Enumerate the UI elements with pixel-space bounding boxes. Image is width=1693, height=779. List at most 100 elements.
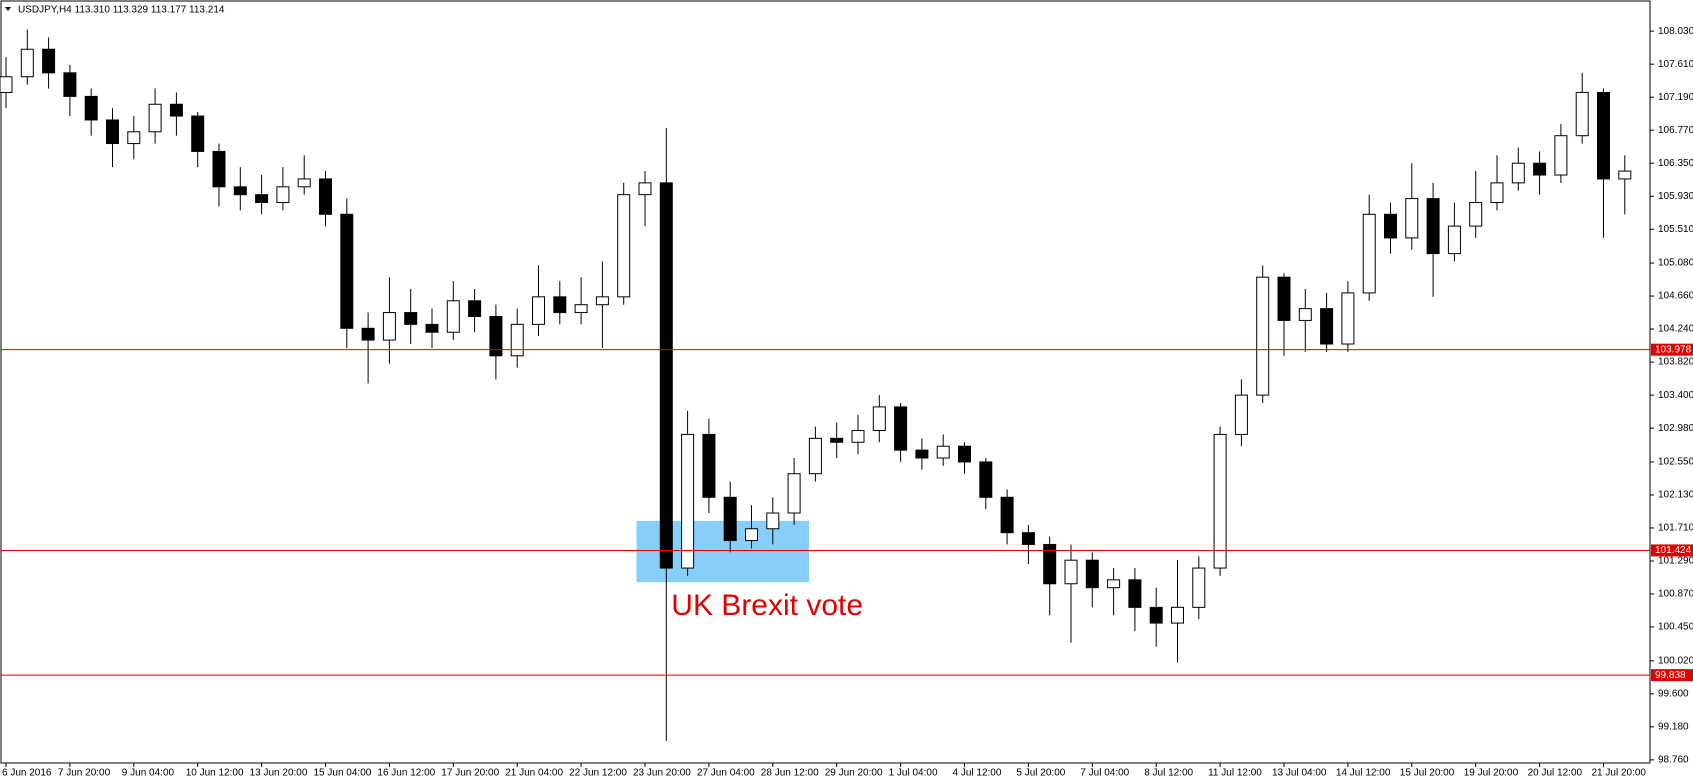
y-tick-label: 99.600: [1658, 688, 1689, 699]
y-tick-label: 102.130: [1658, 490, 1693, 501]
candle: [1384, 202, 1397, 254]
candle-body: [936, 445, 950, 459]
x-tick-label: 7 Jul 04:00: [1080, 768, 1129, 779]
candle-body: [233, 186, 247, 196]
candle: [1554, 123, 1568, 183]
y-tick-label: 100.870: [1658, 589, 1693, 600]
candle-body: [1533, 162, 1547, 176]
candle-body: [1234, 394, 1248, 435]
candle: [1277, 273, 1291, 356]
y-tick-label: 102.550: [1658, 457, 1693, 468]
candle-body: [84, 95, 98, 121]
candle-body: [1447, 225, 1461, 255]
candle-body: [446, 300, 460, 333]
candle: [1618, 155, 1632, 215]
y-tick-label: 99.180: [1658, 721, 1689, 732]
candle-body: [1107, 579, 1121, 589]
candle: [1597, 88, 1610, 238]
candle-body: [1320, 308, 1334, 345]
candle-body: [659, 182, 673, 569]
candle: [340, 198, 354, 348]
x-tick-label: 28 Jun 12:00: [761, 768, 819, 779]
y-tick-label: 101.290: [1658, 556, 1693, 567]
candle: [212, 143, 226, 207]
candle: [808, 426, 822, 482]
candle: [42, 37, 56, 89]
candle: [595, 261, 609, 348]
y-tick-label: 104.240: [1658, 324, 1693, 335]
x-tick-label: 15 Jul 20:00: [1400, 768, 1455, 779]
candle-body: [1256, 276, 1270, 396]
candle-body: [638, 182, 652, 196]
x-tick-label: 11 Jul 12:00: [1208, 768, 1262, 779]
candle: [63, 64, 77, 117]
x-tick-label: 20 Jul 12:00: [1528, 768, 1583, 779]
candle: [894, 402, 908, 462]
candle: [681, 410, 695, 576]
candle: [1171, 560, 1184, 663]
level-label: 101.424: [1655, 545, 1692, 556]
x-tick-label: 27 Jun 04:00: [697, 768, 755, 779]
y-tick-label: 104.660: [1658, 291, 1693, 302]
candle-body: [255, 194, 269, 204]
x-tick-label: 17 Jun 20:00: [441, 768, 499, 779]
level-label-box: [1651, 343, 1693, 356]
candle-body: [510, 323, 524, 357]
level-label-box: [1651, 544, 1693, 557]
candle-body: [1490, 182, 1504, 204]
x-tick-label: 23 Jun 20:00: [633, 768, 691, 779]
candle: [20, 29, 34, 85]
candle-body: [468, 300, 482, 318]
x-tick-label: 7 Jun 20:00: [58, 768, 111, 779]
candle-body: [20, 48, 34, 78]
candle: [1533, 151, 1547, 195]
candle-body: [1426, 198, 1440, 255]
candle: [1192, 556, 1206, 620]
candle-body: [148, 103, 162, 133]
annotation: UK Brexit vote: [671, 589, 863, 622]
candle-body: [1171, 606, 1184, 624]
x-tick-label: 4 Jul 12:00: [953, 768, 1002, 779]
candle: [84, 88, 98, 136]
x-tick-label: 19 Jul 20:00: [1464, 768, 1519, 779]
x-tick-label: 14 Jul 12:00: [1336, 768, 1391, 779]
candle: [979, 457, 993, 510]
candle-body: [574, 304, 588, 314]
y-tick-label: 107.190: [1658, 92, 1693, 103]
candle-body: [595, 296, 609, 306]
candle-body: [532, 296, 545, 325]
x-tick-label: 6 Jun 2016: [2, 768, 52, 779]
candle-body: [979, 461, 993, 498]
candle-body: [830, 437, 844, 443]
y-tick-label: 102.980: [1658, 423, 1693, 434]
candle: [106, 108, 119, 168]
candle: [148, 88, 162, 144]
candle: [1511, 147, 1525, 191]
candle-body: [958, 445, 971, 463]
y-tick-label: 103.400: [1658, 390, 1693, 401]
candle: [404, 288, 418, 345]
x-tick-label: 15 Jun 04:00: [314, 768, 372, 779]
candle: [574, 277, 588, 325]
x-tick-label: 29 Jun 20:00: [825, 768, 883, 779]
candle: [872, 395, 886, 443]
candle: [1405, 163, 1419, 250]
candle: [489, 304, 503, 380]
x-tick-label: 21 Jun 04:00: [505, 768, 563, 779]
menu-arrow[interactable]: [5, 7, 11, 11]
y-tick-label: 103.820: [1658, 357, 1693, 368]
candle: [1469, 171, 1483, 238]
candle-body: [169, 103, 183, 117]
candle-body: [681, 433, 695, 569]
candle: [532, 265, 545, 337]
candle-body: [1085, 559, 1099, 589]
candle-body: [1405, 198, 1419, 239]
candle: [1298, 288, 1312, 352]
candle-body: [1384, 213, 1397, 239]
candle: [1447, 202, 1461, 262]
x-tick-label: 5 Jul 20:00: [1016, 768, 1065, 779]
candle: [1000, 489, 1014, 545]
candle-body: [361, 327, 375, 341]
candle: [745, 505, 758, 549]
y-tick-label: 98.760: [1658, 754, 1689, 765]
